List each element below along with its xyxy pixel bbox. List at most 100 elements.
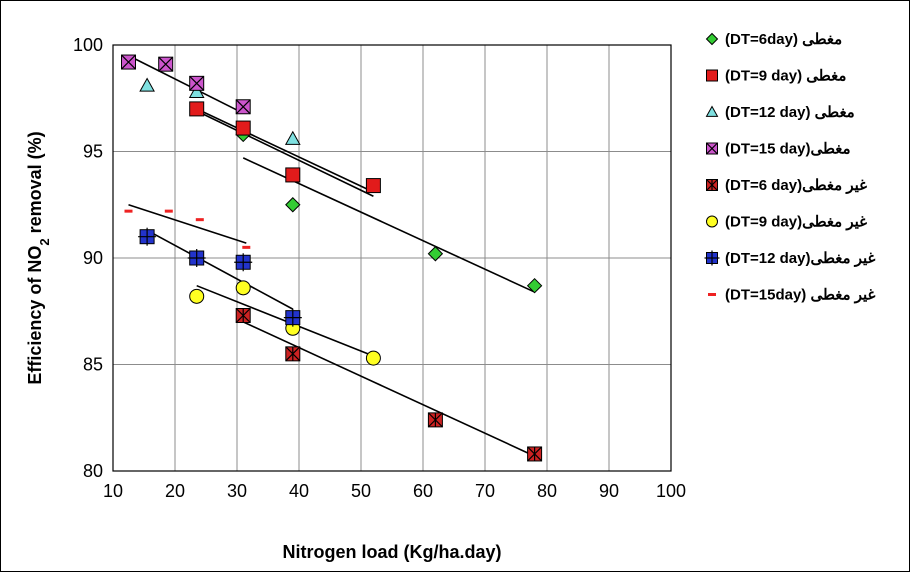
point-layer: [121, 54, 543, 462]
trendline: [242, 321, 535, 457]
data-point: [526, 277, 543, 294]
legend-label: غیر مغطی(DT=9 day): [725, 214, 867, 231]
square-marker: [365, 178, 381, 194]
triangle-marker: [284, 130, 301, 145]
triangle-marker: [139, 77, 155, 92]
diamond-marker: [427, 246, 444, 262]
y-tick-label: 90: [83, 248, 103, 268]
legend-item: غیر مغطی (DT=15day): [708, 287, 876, 304]
y-tick-label: 100: [73, 35, 103, 55]
y-axis-title: Efficiency of NO2 removal (%): [25, 131, 52, 384]
diamond-marker: [285, 197, 301, 213]
x-tick-label: 10: [103, 481, 123, 501]
legend: مغطی (DT=6day) مغطی (DT=9 day) مغطی (DT=12…: [704, 31, 876, 304]
x-tick-label: 70: [475, 481, 495, 501]
data-point: [195, 218, 204, 222]
data-point: [164, 209, 173, 213]
legend-item: غیر مغطی(DT=6 day): [706, 177, 867, 194]
y-axis-title-rest: removal (%): [25, 131, 45, 238]
data-point: [139, 77, 155, 92]
circle-marker: [706, 215, 718, 228]
legend-item: غیر مغطی(DT=12 day): [704, 250, 876, 267]
x-axis-title: Nitrogen load (Kg/ha.day): [282, 542, 501, 562]
legend-item: غیر مغطی(DT=9 day): [706, 214, 867, 231]
x-square-marker-cross: [121, 54, 136, 70]
legend-item: مغطی (DT=6day): [705, 31, 842, 48]
legend-label: مغطی(DT=15 day): [725, 141, 851, 158]
x-tick-label: 30: [227, 481, 247, 501]
legend-label: مغطی (DT=9 day): [725, 68, 846, 85]
x-square-marker-cross: [189, 75, 205, 91]
data-point: [285, 167, 301, 183]
data-point: [285, 346, 301, 362]
data-point: [285, 197, 301, 213]
data-point: [284, 130, 301, 145]
data-point: [234, 253, 253, 272]
dash-marker: [242, 245, 251, 249]
data-point: [527, 446, 543, 462]
data-point: [188, 83, 205, 98]
data-point: [427, 246, 444, 262]
dash-marker: [164, 209, 173, 213]
dash-marker: [195, 218, 204, 222]
data-point: [189, 288, 205, 304]
legend-label: غیر مغطی(DT=12 day): [725, 250, 876, 267]
data-point: [187, 249, 206, 267]
square-marker: [235, 120, 251, 136]
data-point: [283, 308, 302, 327]
x-square-marker-cross: [235, 99, 251, 115]
x-tick-label: 60: [413, 481, 433, 501]
data-point: [158, 56, 174, 72]
circle-marker: [365, 350, 381, 366]
x-tick-label: 20: [165, 481, 185, 501]
data-point: [235, 120, 251, 136]
diamond-marker: [526, 277, 543, 294]
plot-area-frame: [112, 44, 672, 472]
y-tick-label: 95: [83, 142, 103, 162]
tick-layer: 10 20 30 40 50 60 70 80 90 100 80 85 90 95 100: [73, 35, 686, 501]
x-square-marker-cross: [158, 56, 174, 72]
trendline: [146, 229, 294, 310]
square-marker: [189, 101, 205, 117]
dash-marker: [708, 293, 716, 296]
dash-marker: [124, 209, 133, 213]
data-point: [235, 308, 251, 324]
x-tick-label: 80: [537, 481, 557, 501]
trendline: [196, 284, 374, 357]
x-tick-label: 40: [289, 481, 309, 501]
trendline: [196, 110, 374, 197]
y-tick-label: 80: [83, 461, 103, 481]
x-square-marker-cross: [706, 142, 718, 155]
legend-label: مغطی (DT=12 day): [725, 104, 855, 121]
square-marker: [706, 69, 718, 82]
diamond-marker: [705, 32, 719, 46]
data-point: [427, 412, 443, 428]
data-point: [124, 209, 133, 213]
trendline: [196, 108, 374, 193]
legend-item: مغطی (DT=12 day): [705, 104, 855, 121]
data-point: [189, 75, 205, 91]
data-point: [121, 54, 136, 70]
data-point: [138, 227, 157, 246]
grid-layer: [113, 45, 671, 471]
legend-item: مغطی (DT=9 day): [706, 68, 846, 85]
circle-marker: [235, 280, 251, 296]
x-tick-label: 50: [351, 481, 371, 501]
legend-label: غیر مغطی (DT=15day): [725, 287, 876, 304]
y-axis-title-subscript: 2: [37, 238, 52, 245]
legend-item: مغطی(DT=15 day): [706, 141, 851, 158]
square-marker: [285, 167, 301, 183]
legend-label: غیر مغطی(DT=6 day): [725, 177, 867, 194]
trendline: [128, 203, 247, 244]
y-tick-label: 85: [83, 355, 103, 375]
data-point: [242, 245, 251, 249]
circle-marker: [189, 288, 205, 304]
data-point: [235, 280, 251, 296]
triangle-marker: [705, 105, 719, 117]
data-point: [365, 350, 381, 366]
x-tick-label: 100: [656, 481, 686, 501]
data-point: [235, 99, 251, 115]
legend-label: مغطی (DT=6day): [725, 31, 842, 48]
